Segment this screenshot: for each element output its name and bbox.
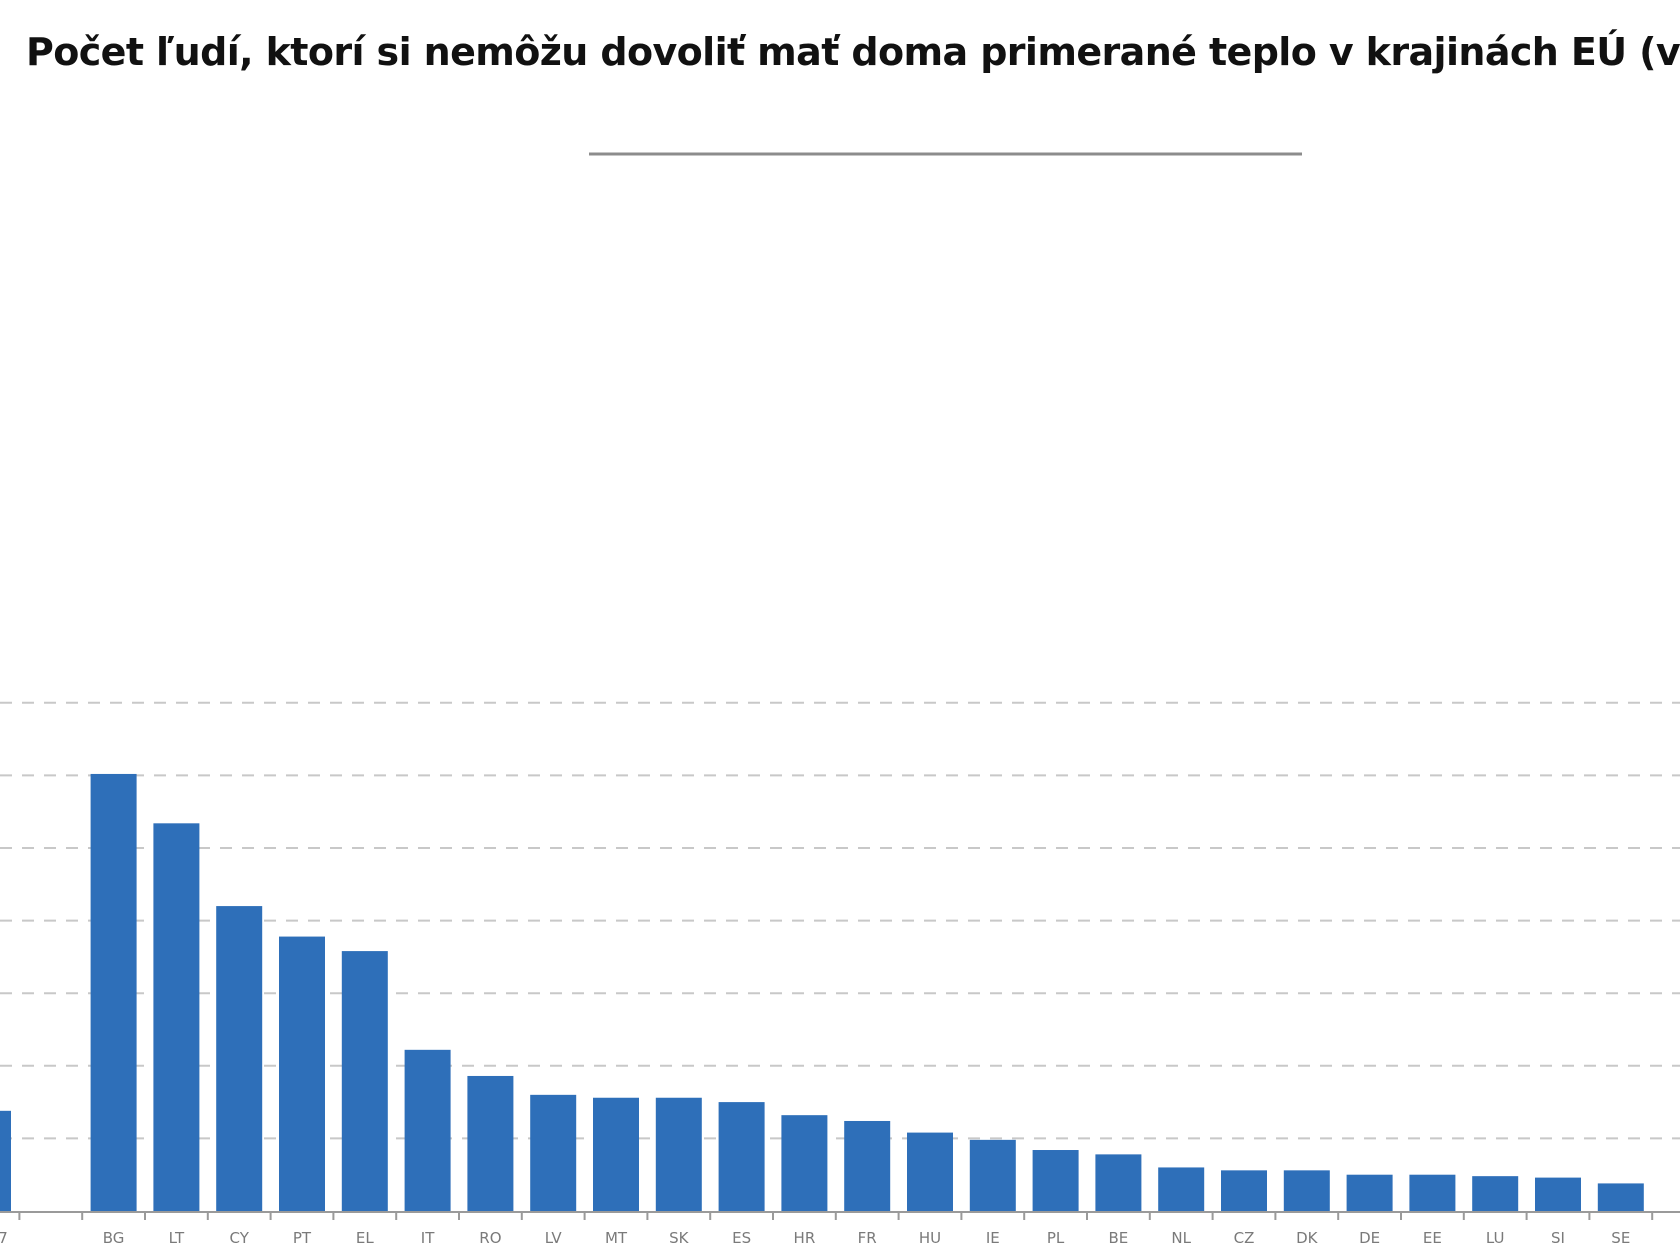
x-tick-label: BE: [1109, 1229, 1129, 1247]
x-tick-labels: EU27 BG LT CY PT EL IT RO LV MT SK ES HR FR HU IE PL BE NL…: [0, 1229, 1630, 1247]
x-tick-label: PT: [293, 1229, 312, 1247]
bar: [593, 1097, 639, 1211]
bar: [216, 906, 263, 1211]
x-tick-label: DK: [1296, 1229, 1319, 1247]
x-tick-label: FR: [858, 1229, 877, 1247]
x-tick-label: EU27: [0, 1229, 8, 1247]
bar: [1472, 1176, 1519, 1211]
bar: [467, 1075, 514, 1211]
x-tick-label: PL: [1047, 1229, 1065, 1247]
bar: [279, 936, 325, 1211]
x-axis: [0, 1211, 1680, 1220]
x-tick-label: EE: [1423, 1229, 1442, 1247]
chart-title: Počet ľudí, ktorí si nemôžu dovoliť mať …: [26, 30, 1680, 74]
x-tick-label: RO: [479, 1229, 501, 1247]
x-tick-label: IT: [421, 1229, 435, 1247]
bar: [655, 1097, 702, 1211]
bar: [404, 1049, 451, 1211]
bar: [781, 1115, 828, 1211]
x-tick-label: IE: [986, 1229, 1000, 1247]
bar: [341, 951, 388, 1211]
x-tick-label: CZ: [1234, 1229, 1255, 1247]
x-tick-label: BG: [103, 1229, 125, 1247]
bar: [1346, 1174, 1393, 1211]
x-tick-label: LV: [545, 1229, 563, 1247]
bar: [1409, 1174, 1456, 1211]
bar: [1158, 1167, 1205, 1211]
x-tick-label: EL: [356, 1229, 374, 1247]
bar: [1095, 1154, 1142, 1211]
bar: [90, 773, 137, 1211]
x-tick-label: CY: [230, 1229, 250, 1247]
bar: [1221, 1170, 1267, 1211]
x-tick-label: HR: [794, 1229, 816, 1247]
gridlines: [0, 701, 1680, 1140]
x-tick-label: HU: [919, 1229, 941, 1247]
bar: [530, 1094, 577, 1211]
bar: [153, 823, 200, 1211]
x-tick-label: NL: [1171, 1229, 1191, 1247]
bars: [0, 773, 1644, 1211]
x-tick-label: SK: [669, 1229, 690, 1247]
x-tick-label: DE: [1359, 1229, 1380, 1247]
bar: [1032, 1150, 1079, 1211]
x-tick-label: LT: [169, 1229, 185, 1247]
bar: [1535, 1177, 1581, 1211]
x-tick-label: LU: [1486, 1229, 1505, 1247]
bar: [1283, 1170, 1330, 1211]
x-tick-label: MT: [605, 1229, 628, 1247]
bar: [718, 1102, 765, 1211]
bar: [907, 1132, 953, 1211]
bar: [1597, 1183, 1644, 1211]
bar: [0, 1110, 11, 1211]
bar: [969, 1139, 1016, 1211]
x-tick-label: ES: [732, 1229, 751, 1247]
x-tick-label: SI: [1551, 1229, 1565, 1247]
x-tick-label: SE: [1611, 1229, 1630, 1247]
bar: [844, 1120, 891, 1211]
